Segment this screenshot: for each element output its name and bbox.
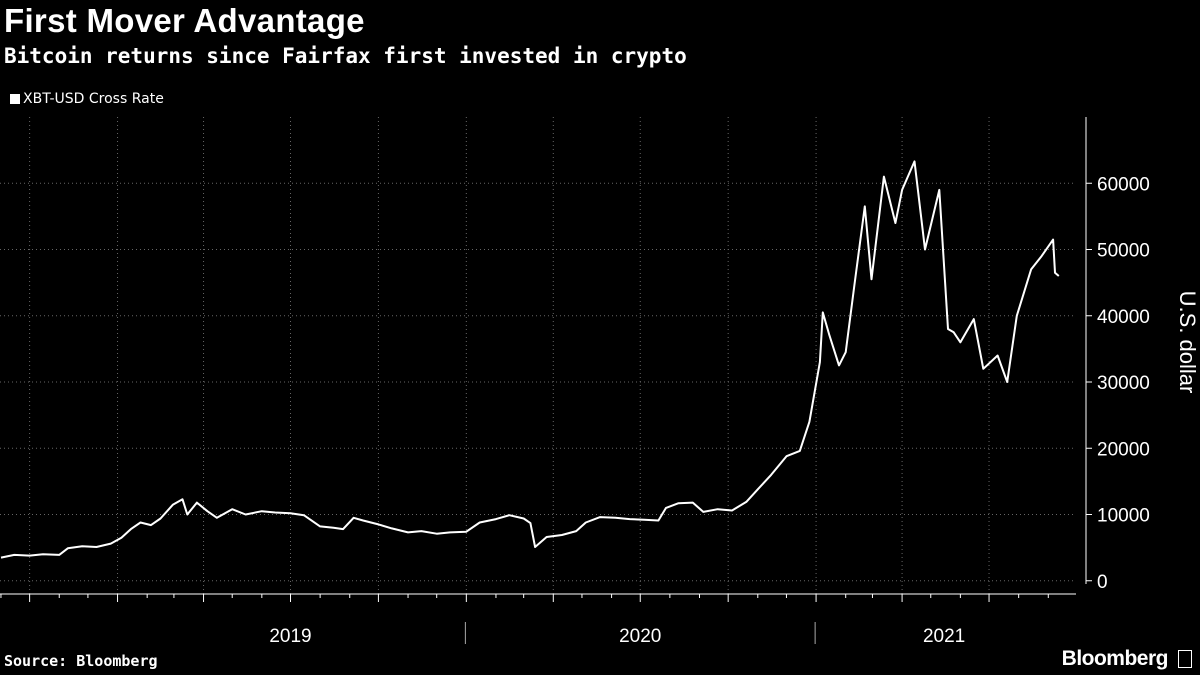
chart-subtitle: Bitcoin returns since Fairfax first inve… [4, 44, 687, 68]
x-tick-label: 2020 [619, 626, 661, 647]
source-note: Source: Bloomberg [4, 652, 158, 670]
legend-label: XBT-USD Cross Rate [23, 91, 164, 107]
y-tick-label: 30000 [1097, 373, 1150, 394]
x-tick-label: 2021 [923, 626, 965, 647]
y-tick-label: 10000 [1097, 506, 1150, 527]
y-tick-label: 60000 [1097, 174, 1150, 195]
series-line [0, 160, 1060, 559]
y-tick-label: 50000 [1097, 241, 1150, 262]
legend-swatch [10, 94, 20, 104]
x-tick-label: 2019 [269, 626, 311, 647]
y-tick-label: 40000 [1097, 307, 1150, 328]
legend: XBT-USD Cross Rate [10, 91, 164, 107]
y-axis-title: U.S. dollar [1175, 291, 1200, 394]
chart-title: First Mover Advantage [4, 2, 365, 39]
y-tick-label: 20000 [1097, 439, 1150, 460]
brand-logo: Bloomberg [1061, 647, 1169, 670]
chart-icon [1178, 650, 1192, 668]
y-tick-label: 0 [1097, 572, 1108, 593]
